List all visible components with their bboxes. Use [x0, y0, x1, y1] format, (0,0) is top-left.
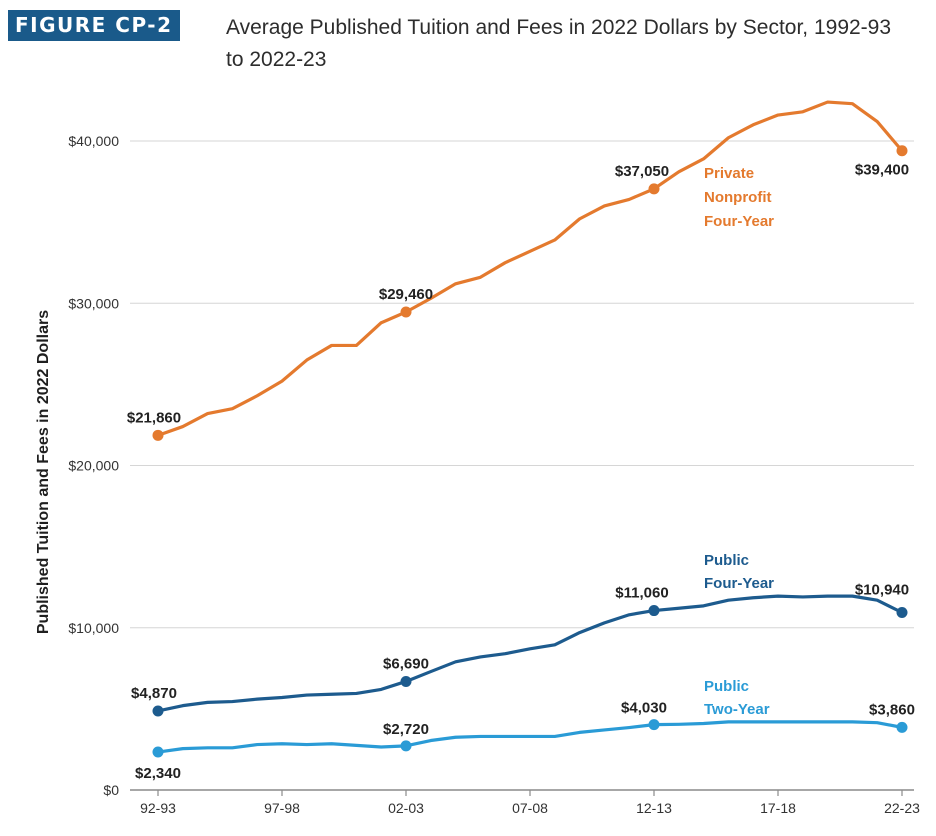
- series-public-four-year-marker: [648, 605, 660, 617]
- data-label: $6,690: [383, 655, 429, 672]
- data-label: $37,050: [615, 163, 669, 180]
- series-label: Private: [704, 165, 754, 182]
- data-label: $21,860: [127, 409, 181, 426]
- y-tick-label: $30,000: [68, 295, 119, 311]
- x-axis-ticks: 92-93 97-98 02-03 07-08 12-13 17-18 22-23: [140, 790, 920, 816]
- data-label: $4,030: [621, 700, 667, 717]
- series-label: Public: [704, 678, 749, 695]
- x-tick-label: 02-03: [388, 800, 424, 816]
- y-tick-label: $0: [103, 782, 119, 798]
- y-axis-ticks: $0 $10,000 $20,000 $30,000 $40,000: [68, 133, 119, 798]
- series-public-two-year-marker: [648, 719, 660, 731]
- series-label: Nonprofit: [704, 189, 771, 206]
- gridlines: [130, 140, 914, 791]
- figure-title: Average Published Tuition and Fees in 20…: [226, 16, 892, 71]
- data-label: $3,860: [869, 701, 915, 718]
- y-axis-label: Published Tuition and Fees in 2022 Dolla…: [35, 310, 52, 634]
- figure-badge: FIGURE CP-2: [8, 10, 180, 41]
- series-private-nonprofit-four-year-line: [156, 100, 904, 437]
- data-label: $10,940: [855, 581, 909, 598]
- x-tick-label: 92-93: [140, 800, 176, 816]
- series-label: Four-Year: [704, 575, 774, 592]
- data-label: $39,400: [855, 162, 909, 179]
- series-public-four-year-line: [156, 594, 904, 713]
- data-label: $4,870: [131, 685, 177, 702]
- series-public-two-year-marker: [152, 746, 164, 758]
- x-tick-label: 17-18: [760, 800, 796, 816]
- data-label: $29,460: [379, 286, 433, 303]
- series-private-nonprofit-four-year-marker: [400, 306, 412, 318]
- series-label: Two-Year: [704, 701, 770, 718]
- data-label: $2,720: [383, 721, 429, 738]
- series-private-nonprofit-four-year-marker: [152, 429, 164, 441]
- x-tick-label: 97-98: [264, 800, 300, 816]
- data-label: $11,060: [615, 585, 668, 602]
- series-public-two-year-marker: [896, 721, 908, 733]
- x-tick-label: 12-13: [636, 800, 672, 816]
- data-label: $2,340: [135, 765, 181, 782]
- y-tick-label: $20,000: [68, 458, 119, 474]
- series-lines: [152, 100, 908, 758]
- series-label: Four-Year: [704, 213, 774, 230]
- series-public-four-year-marker: [896, 606, 908, 618]
- series-public-four-year-marker: [400, 675, 412, 687]
- y-tick-label: $10,000: [68, 620, 119, 636]
- data-labels: $21,860 $29,460 $37,050 $39,400 Private Nonpr…: [127, 162, 915, 782]
- x-tick-label: 07-08: [512, 800, 548, 816]
- y-tick-label: $40,000: [68, 133, 119, 149]
- series-private-nonprofit-four-year-marker: [896, 145, 908, 157]
- series-private-nonprofit-four-year-marker: [648, 183, 660, 195]
- series-public-four-year-marker: [152, 705, 164, 717]
- series-label: Public: [704, 552, 749, 569]
- series-public-two-year-marker: [400, 740, 412, 752]
- x-tick-label: 22-23: [884, 800, 920, 816]
- series-public-two-year-line: [156, 720, 904, 754]
